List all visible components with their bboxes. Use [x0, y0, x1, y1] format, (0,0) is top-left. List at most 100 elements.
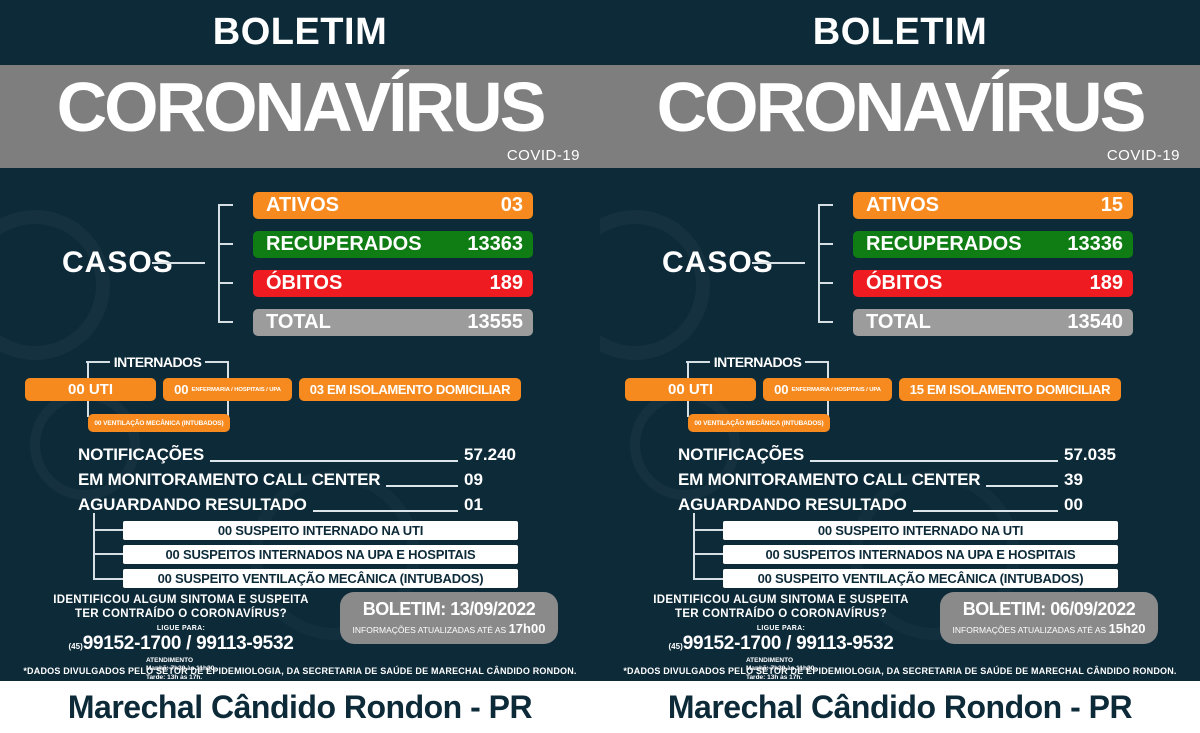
bracket-stub: [693, 553, 723, 555]
covid19-subtitle: COVID-19: [1106, 147, 1180, 164]
recovered-cases-bar: RECUPERADOS 13363: [253, 231, 533, 258]
bracket-stub: [93, 529, 123, 531]
deaths-label: ÓBITOS: [866, 272, 943, 294]
call-center-value: 39: [1064, 470, 1083, 489]
ward-count: 00: [774, 382, 789, 397]
connector-dash: [86, 361, 110, 363]
total-cases-bar: TOTAL 13555: [253, 309, 533, 336]
service-hours-afternoon: Tarde: 13h às 17h.: [745, 674, 803, 682]
recovered-cases-label: RECUPERADOS: [266, 233, 422, 255]
awaiting-result-label: AGUARDANDO RESULTADO: [78, 495, 307, 514]
cases-connector-line: [752, 262, 805, 264]
active-cases-value: 03: [500, 194, 523, 216]
leader-line: [912, 510, 1058, 512]
case-bars: ATIVOS 03 RECUPERADOS 13363 ÓBITOS 189 T…: [253, 192, 533, 336]
call-center-label: EM MONITORAMENTO CALL CENTER: [678, 470, 981, 489]
symptom-question-line2: TER CONTRAÍDO O CORONAVÍRUS?: [75, 607, 287, 620]
updated-prefix: INFORMAÇÕES ATUALIZADAS ATÉ AS: [352, 625, 509, 635]
contact-block: IDENTIFICOU ALGUM SINTOMA E SUSPEITA TER…: [628, 594, 934, 684]
city-name: Marechal Cândido Rondon - PR: [667, 688, 1133, 725]
ward-label: ENFERMARIA / HOSPITAIS / UPA: [191, 386, 281, 393]
suspect-ventilation-bar: 00 SUSPEITO VENTILAÇÃO MECÂNICA (INTUBAD…: [123, 569, 518, 588]
cases-bracket-line: [218, 204, 220, 323]
header-band: BOLETIM: [0, 0, 600, 65]
hospitalized-header: INTERNADOS: [686, 354, 829, 370]
stats-list: NOTIFICAÇÕES 57.035 EM MONITORAMENTO CAL…: [678, 445, 1126, 523]
call-center-row: EM MONITORAMENTO CALL CENTER 39: [678, 470, 1126, 490]
updated-time: 15h20: [1108, 621, 1146, 636]
city-name: Marechal Cândido Rondon - PR: [67, 688, 533, 725]
updated-info: INFORMAÇÕES ATUALIZADAS ATÉ AS 17h00: [340, 621, 558, 636]
recovered-cases-label: RECUPERADOS: [866, 233, 1022, 255]
bulletin-date: BOLETIM: 06/09/2022: [962, 599, 1136, 619]
area-code: (45): [68, 641, 83, 651]
suspects-list: 00 SUSPEITO INTERNADO NA UTI 00 SUSPEITO…: [123, 521, 518, 588]
awaiting-result-label: AGUARDANDO RESULTADO: [678, 495, 907, 514]
ward-box: 00 ENFERMARIA / HOSPITAIS / UPA: [763, 378, 892, 401]
leader-line: [986, 485, 1058, 487]
brand-band: CORONAVÍRUS COVID-19: [0, 65, 600, 168]
phone-numbers-text: 99152-1700 / 99113-9532: [82, 632, 294, 654]
service-hours-title: ATENDIMENTO: [745, 656, 794, 664]
leader-line: [312, 510, 458, 512]
total-cases-bar: TOTAL 13540: [853, 309, 1133, 336]
icu-box: 00 UTI: [25, 378, 156, 401]
suspect-upa-hospitals-bar: 00 SUSPEITOS INTERNADOS NA UPA E HOSPITA…: [123, 545, 518, 564]
total-cases-value: 13540: [1067, 311, 1123, 333]
deaths-value: 189: [1089, 272, 1123, 294]
suspects-bracket-line: [693, 513, 695, 580]
call-center-label: EM MONITORAMENTO CALL CENTER: [78, 470, 381, 489]
header-band: BOLETIM: [600, 0, 1200, 65]
bracket-stub: [818, 282, 833, 284]
service-hours-morning: Manhã: 7h30 às 11h30.: [145, 665, 217, 673]
bracket-stub: [693, 578, 723, 580]
leader-line: [386, 485, 458, 487]
area-code: (45): [668, 641, 683, 651]
connector-dash: [205, 361, 229, 363]
cases-bracket-line: [818, 204, 820, 323]
awaiting-result-value: 01: [464, 495, 483, 514]
notifications-row: NOTIFICAÇÕES 57.240: [78, 445, 526, 465]
case-bars: ATIVOS 15 RECUPERADOS 13336 ÓBITOS 189 T…: [853, 192, 1133, 336]
bracket-stub: [818, 243, 833, 245]
ward-label: ENFERMARIA / HOSPITAIS / UPA: [791, 386, 881, 393]
deaths-bar: ÓBITOS 189: [853, 270, 1133, 297]
recovered-cases-value: 13363: [467, 233, 523, 255]
active-cases-value: 15: [1100, 194, 1123, 216]
service-hours: ATENDIMENTO Manhã: 7h30 às 11h30. Tarde:…: [146, 657, 216, 683]
connector-dash: [686, 361, 710, 363]
service-hours-morning: Manhã: 7h30 às 11h30.: [745, 665, 817, 673]
ward-box: 00 ENFERMARIA / HOSPITAIS / UPA: [163, 378, 292, 401]
bulletin-date-box: BOLETIM: 06/09/2022 INFORMAÇÕES ATUALIZA…: [940, 592, 1158, 644]
updated-time: 17h00: [508, 621, 546, 636]
phone-numbers: (45)99152-1700 / 99113-9532: [28, 633, 334, 655]
bracket-stub: [93, 578, 123, 580]
city-band: Marechal Cândido Rondon - PR: [600, 681, 1200, 733]
service-hours-title: ATENDIMENTO: [145, 656, 194, 664]
suspect-upa-hospitals-bar: 00 SUSPEITOS INTERNADOS NA UPA E HOSPITA…: [723, 545, 1118, 564]
home-isolation-box: 15 EM ISOLAMENTO DOMICILIAR: [899, 378, 1121, 401]
awaiting-result-row: AGUARDANDO RESULTADO 00: [678, 495, 1126, 515]
suspect-icu-bar: 00 SUSPEITO INTERNADO NA UTI: [123, 521, 518, 540]
virus-watermark: [0, 210, 110, 360]
ward-count: 00: [174, 382, 189, 397]
bulletin-date: BOLETIM: 13/09/2022: [362, 599, 536, 619]
call-to-label: LIGUE PARA:: [756, 624, 806, 632]
suspects-bracket-line: [93, 513, 95, 580]
total-cases-value: 13555: [467, 311, 523, 333]
coronavirus-title: CORONAVÍRUS: [56, 68, 547, 146]
deaths-label: ÓBITOS: [266, 272, 343, 294]
bulletin-panel: BOLETIM CORONAVÍRUS COVID-19 CASOS ATIVO…: [600, 0, 1200, 733]
awaiting-result-value: 00: [1064, 495, 1083, 514]
symptom-question-line1: IDENTIFICOU ALGUM SINTOMA E SUSPEITA: [53, 594, 309, 606]
bracket-stub: [93, 553, 123, 555]
active-cases-label: ATIVOS: [266, 194, 339, 216]
brand-band: CORONAVÍRUS COVID-19: [600, 65, 1200, 168]
active-cases-bar: ATIVOS 15: [853, 192, 1133, 219]
notifications-label: NOTIFICAÇÕES: [78, 445, 205, 464]
updated-info: INFORMAÇÕES ATUALIZADAS ATÉ AS 15h20: [940, 621, 1158, 636]
deaths-bar: ÓBITOS 189: [253, 270, 533, 297]
stats-list: NOTIFICAÇÕES 57.240 EM MONITORAMENTO CAL…: [78, 445, 526, 523]
bracket-stub: [818, 204, 833, 206]
